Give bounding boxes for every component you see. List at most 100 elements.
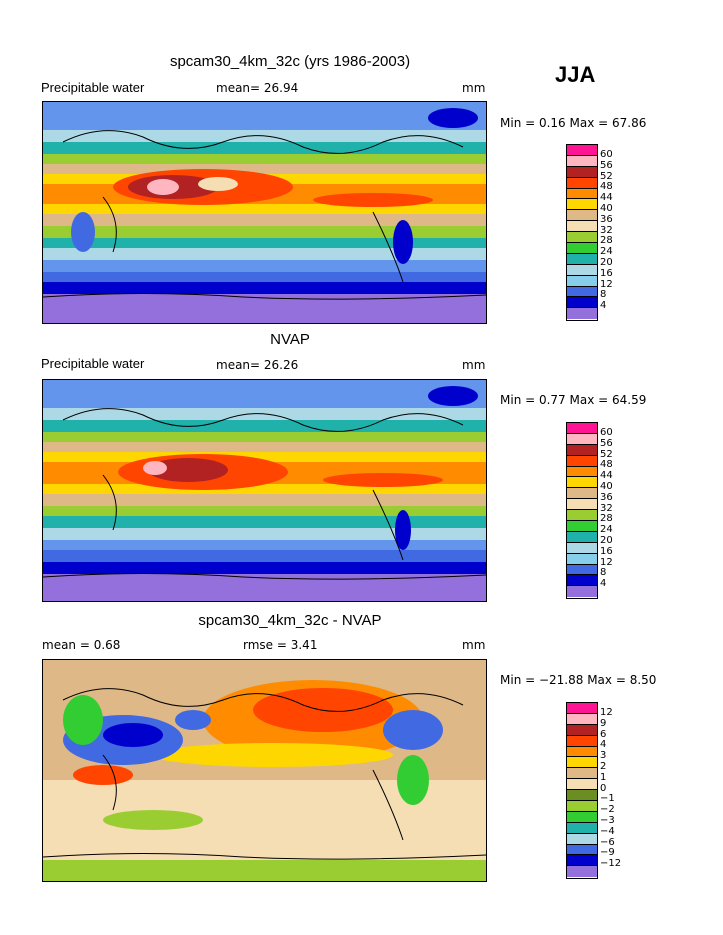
cbar-tick-label: 52 bbox=[600, 170, 613, 182]
panel-3-cbar-swatch bbox=[567, 713, 597, 725]
panel-2-mean: mean= 26.26 bbox=[216, 358, 299, 372]
panel-1-cbar-swatch bbox=[567, 199, 597, 211]
panel-1-cbar-swatch bbox=[567, 145, 597, 156]
cbar-tick-label: 16 bbox=[600, 545, 613, 557]
panel-2-cbar-swatch bbox=[567, 499, 597, 511]
panel-1-cbar-swatch bbox=[567, 264, 597, 276]
panel-3-cbar-swatch bbox=[567, 801, 597, 812]
cbar-tick-label: 12 bbox=[600, 707, 613, 718]
cbar-tick-label: 52 bbox=[600, 448, 613, 460]
panel-1-cbar-swatch bbox=[567, 243, 597, 254]
cbar-tick-label: 44 bbox=[600, 192, 613, 204]
cbar-tick-label: −3 bbox=[600, 814, 615, 826]
panel-1-cbar-swatch bbox=[567, 177, 597, 189]
cbar-tick-label: 56 bbox=[600, 437, 613, 449]
cbar-tick-label: 56 bbox=[600, 159, 613, 171]
cbar-tick-label: 60 bbox=[600, 149, 613, 160]
panel-3-rmse: rmse = 3.41 bbox=[243, 638, 318, 652]
panel-3-cbar-swatch bbox=[567, 833, 597, 845]
panel-3-cbar-swatch bbox=[567, 757, 597, 769]
panel-1-minmax: Min = 0.16 Max = 67.86 bbox=[500, 116, 647, 130]
cbar-tick-label: 28 bbox=[600, 513, 613, 525]
panel-1-cbar-swatch bbox=[567, 297, 597, 309]
cbar-tick-label: −6 bbox=[600, 836, 615, 848]
cbar-tick-label: 48 bbox=[600, 459, 613, 471]
panel-3-cbar-swatch bbox=[567, 866, 597, 878]
cbar-tick-label: 36 bbox=[600, 213, 613, 225]
panel-1-cbar-swatch bbox=[567, 210, 597, 222]
panel-2-cbar-swatch bbox=[567, 488, 597, 500]
cbar-tick-label: 16 bbox=[600, 267, 613, 279]
cbar-tick-label: 8 bbox=[600, 289, 607, 301]
panel-3-cbar-swatch bbox=[567, 811, 597, 823]
cbar-tick-label: −1 bbox=[600, 793, 615, 805]
panel-2-map-field bbox=[43, 380, 486, 601]
cbar-tick-label: 1 bbox=[600, 771, 607, 783]
panel-1-cbar-swatch bbox=[567, 221, 597, 233]
cbar-tick-label: 60 bbox=[600, 427, 613, 438]
panel-3-colorbar bbox=[566, 702, 598, 879]
panel-1-cbar-swatch bbox=[567, 188, 597, 200]
panel-3-cbar-swatch bbox=[567, 735, 597, 747]
season-label: JJA bbox=[555, 62, 596, 87]
panel-2-cbar-swatch bbox=[567, 433, 597, 445]
panel-2-minmax: Min = 0.77 Max = 64.59 bbox=[500, 393, 647, 407]
cbar-tick-label: −12 bbox=[600, 858, 622, 870]
panel-2-left-label: Precipitable water bbox=[41, 356, 145, 371]
cbar-tick-label: 40 bbox=[600, 480, 613, 492]
panel-2-cbar-swatch bbox=[567, 553, 597, 565]
panel-3-minmax: Min = −21.88 Max = 8.50 bbox=[500, 673, 657, 687]
panel-1-left-label: Precipitable water bbox=[41, 80, 145, 95]
panel-1-mean: mean= 26.94 bbox=[216, 81, 299, 95]
cbar-tick-label: 4 bbox=[600, 578, 607, 590]
cbar-tick-label: 36 bbox=[600, 491, 613, 503]
panel-3-cbar-swatch bbox=[567, 855, 597, 867]
panel-2-map bbox=[42, 379, 487, 602]
panel-3-cbar-swatch bbox=[567, 844, 597, 856]
panel-1-cbar-swatch bbox=[567, 308, 597, 320]
cbar-tick-label: 40 bbox=[600, 202, 613, 214]
cbar-tick-label: 12 bbox=[600, 278, 613, 290]
cbar-tick-label: 28 bbox=[600, 235, 613, 247]
cbar-tick-label: 4 bbox=[600, 739, 607, 751]
panel-2-cbar-swatch bbox=[567, 575, 597, 587]
panel-1-cbar-swatch bbox=[567, 275, 597, 287]
panel-2-cbar-swatch bbox=[567, 466, 597, 478]
panel-3-map bbox=[42, 659, 487, 882]
cbar-tick-label: 20 bbox=[600, 256, 613, 268]
cbar-tick-label: −2 bbox=[600, 804, 615, 816]
panel-1-title: spcam30_4km_32c (yrs 1986-2003) bbox=[169, 53, 411, 70]
panel-2-cbar-swatch bbox=[567, 444, 597, 456]
panel-1-cbar-swatch bbox=[567, 286, 597, 298]
cbar-tick-label: 12 bbox=[600, 556, 613, 568]
panel-2-cbar-swatch bbox=[567, 423, 597, 434]
panel-1-unit: mm bbox=[462, 81, 486, 95]
panel-2-colorbar bbox=[566, 422, 598, 599]
panel-1-cbar-swatch bbox=[567, 166, 597, 178]
panel-2-cbar-swatch bbox=[567, 586, 597, 598]
panel-1-cbar-swatch bbox=[567, 253, 597, 265]
panel-2-cbar-swatch bbox=[567, 510, 597, 522]
cbar-tick-label: 8 bbox=[600, 567, 607, 579]
cbar-tick-label: 20 bbox=[600, 534, 613, 546]
cbar-tick-label: 3 bbox=[600, 750, 607, 762]
panel-3-mean: mean = 0.68 bbox=[42, 638, 121, 652]
panel-2-cbar-swatch bbox=[567, 521, 597, 532]
panel-2-cbar-swatch bbox=[567, 477, 597, 489]
cbar-tick-label: 32 bbox=[600, 224, 613, 236]
panel-3-cbar-swatch bbox=[567, 768, 597, 780]
panel-3-cbar-swatch bbox=[567, 790, 597, 802]
panel-3-title: spcam30_4km_32c - NVAP bbox=[198, 612, 382, 629]
panel-2-cbar-swatch bbox=[567, 542, 597, 554]
panel-1-cbar-swatch bbox=[567, 232, 597, 244]
panel-3-cbar-labels: 12 9 6 4 3 2 1 0 −1 −2 −3 −4 −6 −9 −12 bbox=[600, 707, 622, 870]
cbar-tick-label: 6 bbox=[600, 728, 607, 740]
cbar-tick-label: −4 bbox=[600, 825, 615, 837]
panel-1-cbar-labels: 60 56 52 48 44 40 36 32 28 24 20 16 12 8… bbox=[600, 149, 613, 312]
panel-2-cbar-swatch bbox=[567, 531, 597, 543]
cbar-tick-label: 24 bbox=[600, 524, 613, 536]
panel-3-map-field bbox=[43, 660, 486, 881]
cbar-tick-label: 4 bbox=[600, 300, 607, 312]
panel-2-unit: mm bbox=[462, 358, 486, 372]
panel-2-title: NVAP bbox=[270, 331, 310, 348]
